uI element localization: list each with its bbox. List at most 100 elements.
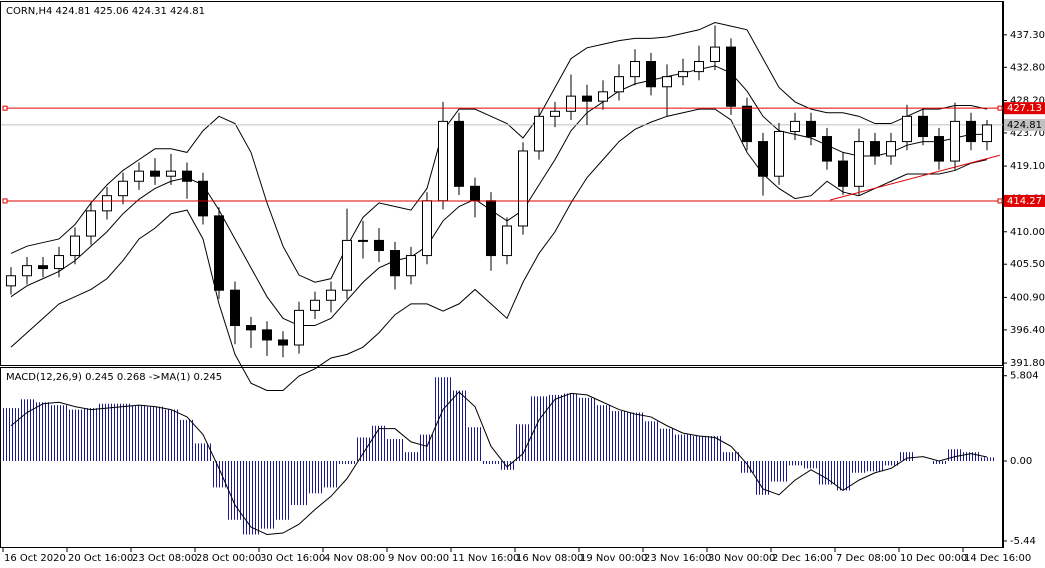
x-tick-label: 30 Oct 16:00 — [260, 553, 325, 564]
macd-bar — [211, 461, 227, 488]
macd-bar — [659, 428, 675, 462]
candle-body — [198, 180, 208, 217]
macd-bar — [883, 461, 899, 466]
candle-body — [182, 170, 192, 182]
macd-bar — [131, 405, 147, 462]
macd-bar — [291, 461, 307, 506]
macd-bar — [627, 412, 643, 462]
candle-body — [710, 46, 720, 63]
trend-line — [830, 154, 1000, 201]
candle-body — [550, 110, 560, 117]
candle-body — [118, 180, 128, 197]
candle-body — [70, 235, 80, 257]
candle-body — [262, 329, 272, 341]
candle-body — [6, 275, 16, 287]
candle-body — [902, 115, 912, 143]
macd-bar — [275, 461, 291, 520]
candle-body — [214, 215, 224, 291]
macd-bar — [371, 425, 387, 462]
candle-body — [54, 255, 64, 270]
price-label-box — [1004, 102, 1045, 115]
candle-body — [566, 95, 576, 112]
macd-panel — [0, 367, 1003, 548]
macd-bar — [691, 436, 707, 462]
macd-bar — [83, 408, 99, 462]
candle-body — [950, 120, 960, 162]
macd-bar — [227, 461, 243, 520]
macd-bar — [595, 405, 611, 462]
candle-body — [438, 120, 448, 202]
macd-bar — [547, 394, 563, 462]
candle-body — [150, 170, 160, 177]
macd-bar — [675, 434, 691, 462]
macd-bar — [819, 461, 835, 485]
y-tick-label: 400.90 — [1010, 292, 1045, 303]
bollinger-lower — [10, 108, 988, 391]
candle-body — [918, 115, 928, 138]
macd-bar — [163, 409, 179, 462]
macd-bar — [387, 438, 403, 462]
candle-body — [614, 76, 624, 93]
macd-bar — [419, 434, 435, 462]
macd-bar — [115, 403, 131, 462]
y-tick-label: 396.40 — [1010, 325, 1045, 336]
macd-bar — [147, 406, 163, 462]
line-anchor — [2, 105, 8, 111]
macd-bar — [531, 396, 547, 462]
candle-body — [774, 130, 784, 177]
macd-bar — [339, 461, 355, 464]
macd-bar — [867, 461, 883, 472]
candle-body — [310, 299, 320, 311]
candle-body — [966, 120, 976, 143]
price-label: 424.81 — [1007, 120, 1042, 131]
y-tick-label: 419.10 — [1010, 161, 1045, 172]
signal-line — [10, 391, 988, 535]
x-tick-label: 23 Oct 08:00 — [132, 553, 197, 564]
macd-bar — [467, 427, 483, 462]
candle-body — [166, 170, 176, 177]
price-label-box — [1004, 194, 1045, 207]
candle-body — [470, 185, 480, 202]
macd-bar — [19, 399, 35, 462]
y-tick-label: 0.00 — [1010, 456, 1032, 467]
macd-bar — [451, 390, 467, 462]
candle-body — [454, 120, 464, 187]
y-tick-label: 410.00 — [1010, 227, 1045, 238]
macd-bar — [835, 461, 851, 491]
candle-body — [598, 91, 608, 102]
candle-body — [630, 61, 640, 78]
macd-bar — [707, 436, 723, 462]
x-tick-label: 9 Nov 00:00 — [388, 553, 449, 564]
macd-bar — [579, 397, 595, 462]
line-anchor — [997, 105, 1003, 111]
candle-body — [742, 105, 752, 143]
candle-body — [102, 195, 112, 212]
macd-bar — [755, 461, 771, 495]
candle-body — [486, 200, 496, 257]
candle-body — [934, 136, 944, 162]
candle-body — [134, 170, 144, 182]
macd-bar — [243, 461, 259, 535]
macd-bar — [179, 419, 195, 462]
macd-bar — [403, 452, 419, 462]
x-tick-label: 11 Nov 16:00 — [452, 553, 519, 564]
candle-body — [278, 339, 288, 346]
price-label-box — [1004, 118, 1045, 131]
candle-body — [806, 120, 816, 138]
macd-bar — [899, 452, 915, 462]
macd-bar — [99, 403, 115, 462]
macd-bar — [259, 461, 275, 529]
y-tick-label: 437.30 — [1010, 30, 1045, 41]
macd-bar — [643, 421, 659, 462]
macd-bar — [771, 461, 787, 482]
candle-body — [790, 120, 800, 132]
macd-bar — [307, 461, 323, 494]
candle-body — [374, 239, 384, 252]
candle-body — [390, 250, 400, 277]
candle-body — [678, 71, 688, 78]
line-anchor — [997, 198, 1003, 204]
x-tick-label: 30 Nov 00:00 — [708, 553, 775, 564]
macd-bar — [979, 457, 995, 462]
candle-body — [518, 150, 528, 227]
